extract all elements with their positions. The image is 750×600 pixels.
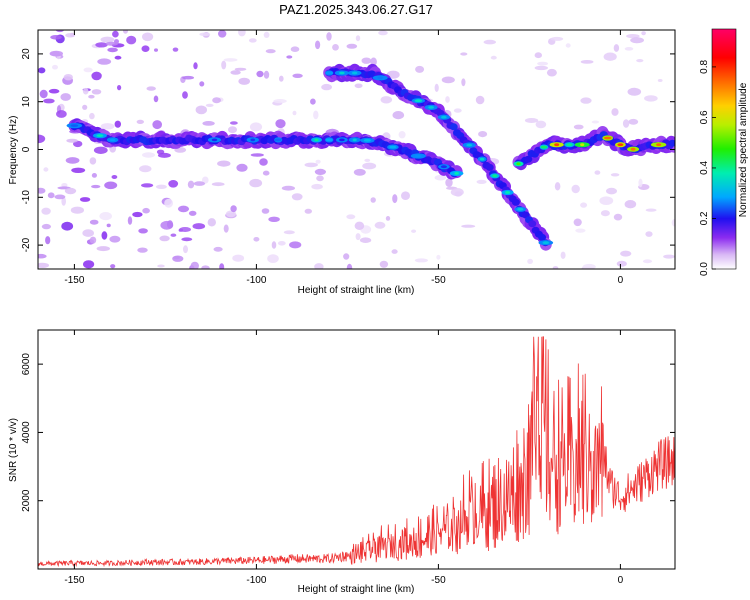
y-tick-label: 6000 [21,353,32,376]
snr-frame [37,329,676,570]
y-tick-label: 4000 [21,421,32,444]
colorbar: 0.0 0.2 0.4 0.6 0.8 Normalized spectral ampl… [699,28,749,276]
snr-y-axis: 2000 4000 6000 [21,353,675,512]
x-tick-label: -100 [246,275,266,286]
snr-panel: -150 -100 -50 0 2000 4000 6000 Height of stra… [8,329,676,595]
x-tick-label: 0 [618,275,624,286]
x-tick-label: -50 [431,575,446,586]
spectrogram-y-label: Frequency (Hz) [8,116,19,185]
spectrogram-y-axis: -20 -10 0 10 20 [21,48,675,252]
x-tick-label: -50 [431,275,446,286]
y-tick-label: 10 [21,96,32,108]
x-tick-label: -150 [64,275,84,286]
snr-x-label: Height of straight line (km) [298,584,415,595]
colorbar-tick-label: 0.2 [699,211,710,225]
colorbar-tick-label: 0.0 [699,262,710,276]
y-tick-label: 0 [21,146,32,152]
colorbar-label: Normalized spectral amplitude [738,82,749,217]
snr-series-line [38,336,675,568]
x-tick-label: -150 [64,575,84,586]
colorbar-tick-label: 0.6 [699,110,710,124]
chart-title: PAZ1.2025.343.06.27.G17 [279,2,433,17]
y-tick-label: 20 [21,48,32,60]
snr-y-label: SNR (10 * v/v) [8,418,19,482]
spectrogram-x-axis: -150 -100 -50 0 [64,30,624,286]
colorbar-tick-label: 0.4 [699,161,710,175]
spectrogram-x-label: Height of straight line (km) [298,285,415,296]
y-tick-label: -10 [21,190,32,205]
y-tick-label: -20 [21,237,32,252]
colorbar-tick-label: 0.8 [699,60,710,74]
colorbar-axis: 0.0 0.2 0.4 0.6 0.8 [699,60,716,276]
colorbar-gradient [711,28,737,270]
x-tick-label: -100 [246,575,266,586]
x-tick-label: 0 [618,575,624,586]
snr-x-axis: -150 -100 -50 0 [64,330,624,586]
spectrogram-blobs [38,30,675,269]
y-tick-label: 2000 [21,489,32,512]
